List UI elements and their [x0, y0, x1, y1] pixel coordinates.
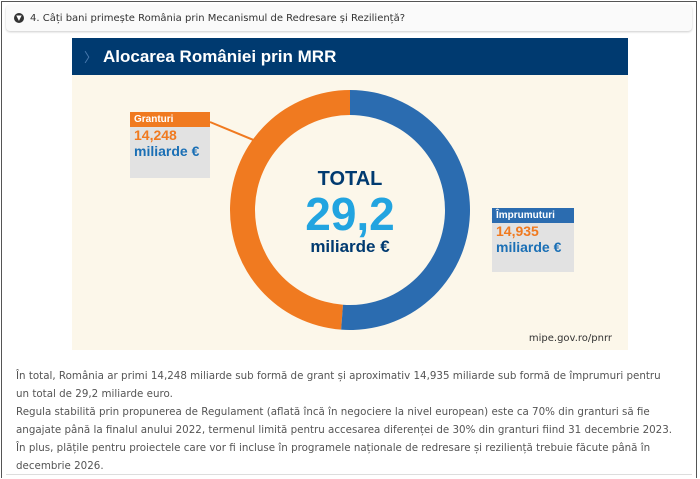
infographic-title: Alocarea României prin MRR — [103, 46, 337, 66]
loans-label: Împrumuturi — [492, 208, 574, 223]
grants-leader-line — [209, 121, 269, 147]
paragraph: Regula stabilită prin propunerea de Regu… — [16, 406, 673, 472]
answer-text: În total, România ar primi 14,248 miliar… — [16, 367, 676, 475]
total-unit: miliarde € — [310, 237, 390, 256]
faq-question-header[interactable]: ▼ 4. Câți bani primește România prin Mec… — [6, 5, 692, 31]
total-label: TOTAL — [317, 168, 383, 190]
grants-label: Granturi — [130, 112, 210, 127]
donut-center: TOTAL 29,2 miliarde € — [272, 168, 428, 257]
loans-value: 14,935 — [496, 223, 539, 239]
grants-value: 14,248 — [134, 127, 177, 143]
total-value: 29,2 — [305, 188, 395, 240]
chevron-right-icon: 〉 — [84, 51, 98, 66]
divider — [6, 474, 692, 475]
paragraph: În total, România ar primi 14,248 miliar… — [16, 370, 661, 400]
loans-unit: miliarde € — [496, 239, 562, 255]
faq-question-title: 4. Câți bani primește România prin Mecan… — [30, 12, 406, 24]
grants-unit: miliarde € — [134, 143, 200, 159]
source-text: mipe.gov.ro/pnrr — [528, 333, 612, 344]
donut-slice-grants — [230, 90, 350, 330]
grants-label-box: Granturi 14,248 miliarde € — [130, 112, 210, 178]
donut-slice-loans — [341, 90, 471, 330]
loans-label-box: Împrumuturi 14,935 miliarde € — [492, 208, 574, 272]
infographic-banner: 〉 Alocarea României prin MRR — [72, 38, 628, 75]
infographic: 〉 Alocarea României prin MRR TOTAL 29,2 … — [72, 38, 628, 350]
chevron-down-circle-icon[interactable]: ▼ — [14, 13, 24, 23]
